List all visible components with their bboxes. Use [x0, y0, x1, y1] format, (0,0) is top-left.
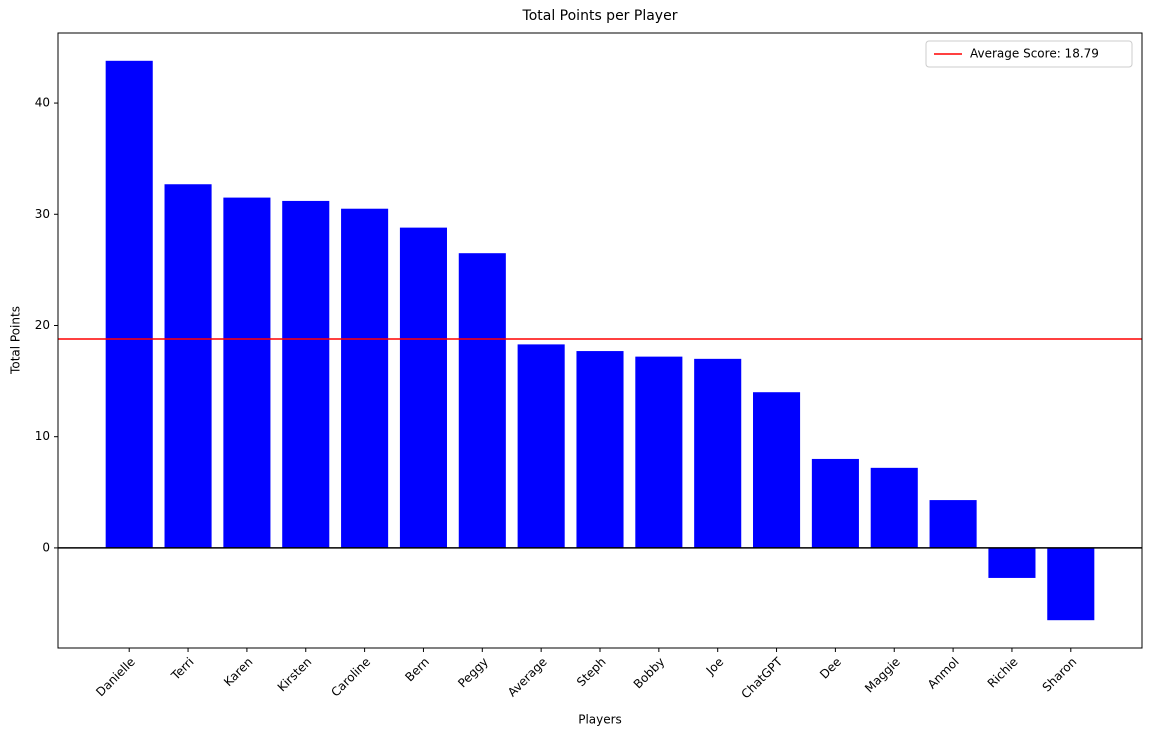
y-tick-label: 0	[42, 540, 50, 554]
bar	[517, 344, 565, 548]
x-tick-label: Terri	[168, 655, 197, 684]
bar	[341, 208, 389, 548]
x-tick-label: Steph	[574, 655, 609, 690]
x-tick-label: Average	[505, 655, 550, 700]
bar	[635, 356, 683, 548]
bar	[694, 358, 742, 548]
x-tick-label: Sharon	[1040, 655, 1080, 695]
y-tick-label: 20	[35, 318, 50, 332]
bar	[576, 351, 624, 548]
bar	[929, 500, 977, 548]
bar	[399, 227, 447, 548]
y-tick-label: 10	[35, 429, 50, 443]
x-tick-label: Dee	[817, 655, 844, 682]
legend-label: Average Score: 18.79	[970, 47, 1099, 61]
bar	[1047, 547, 1095, 621]
bar	[105, 60, 153, 548]
bar	[223, 197, 271, 548]
x-tick-label: Caroline	[328, 655, 373, 700]
bar	[458, 253, 506, 548]
bar	[282, 200, 330, 548]
x-tick-label: Peggy	[455, 655, 491, 691]
x-tick-label: Richie	[985, 655, 1021, 691]
y-tick-label: 40	[35, 96, 50, 110]
x-tick-label: ChatGPT	[739, 654, 786, 701]
x-tick-label: Kirsten	[275, 655, 315, 695]
bar	[753, 392, 801, 548]
bar	[811, 458, 859, 548]
bar	[988, 547, 1036, 578]
y-axis-label: Total Points	[9, 306, 23, 375]
legend-box	[925, 40, 1133, 68]
x-tick-label: Bobby	[631, 655, 668, 692]
bar	[164, 184, 212, 548]
x-tick-label: Bern	[402, 655, 432, 685]
chart-title: Total Points per Player	[522, 8, 678, 24]
plot-frame	[57, 32, 1143, 649]
x-tick-label: Karen	[221, 655, 255, 689]
bar	[870, 467, 918, 548]
x-tick-label: Joe	[703, 655, 727, 679]
x-tick-label: Danielle	[93, 655, 138, 700]
x-axis-label: Players	[578, 713, 622, 727]
x-tick-label: Maggie	[862, 655, 903, 696]
y-tick-label: 30	[35, 207, 50, 221]
x-tick-label: Anmol	[925, 655, 962, 692]
